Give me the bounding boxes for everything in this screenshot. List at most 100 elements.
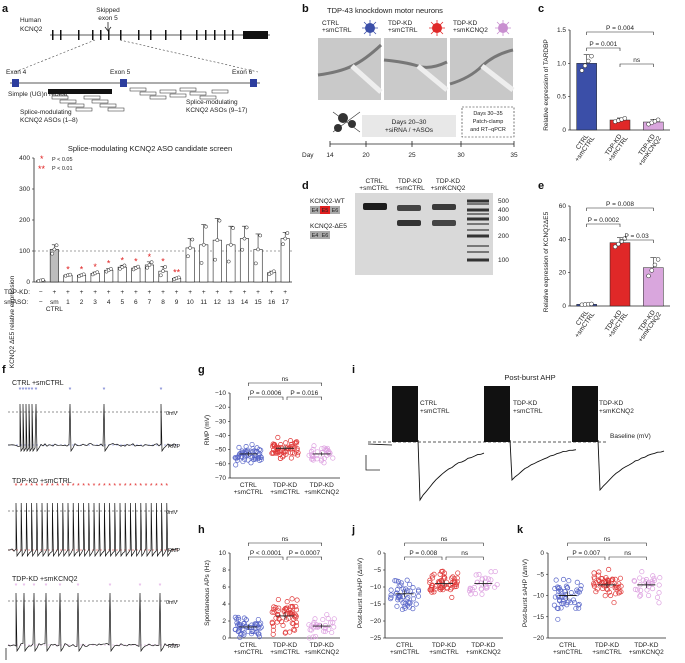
data-point bbox=[324, 447, 330, 453]
significance-label: P < 0.0001 bbox=[250, 550, 282, 557]
culture-dish-icon bbox=[332, 111, 361, 133]
data-point bbox=[582, 63, 588, 68]
neuron-icon-1 bbox=[362, 20, 378, 36]
aso-box-right bbox=[189, 91, 207, 96]
tdp-kd-sign: + bbox=[107, 289, 111, 296]
tdp-kd-sign: + bbox=[161, 289, 165, 296]
significance-label: P = 0.008 bbox=[606, 201, 634, 208]
data-point bbox=[557, 597, 563, 603]
smaso-label: 11 bbox=[200, 299, 207, 306]
y-tick-label: −60 bbox=[215, 461, 226, 468]
exon4-label: Exon 4 bbox=[6, 69, 27, 76]
smaso-label: 2 bbox=[80, 299, 84, 306]
significance-star: * bbox=[66, 265, 70, 275]
y-tick-label: 40 bbox=[559, 236, 567, 243]
data-point bbox=[255, 616, 261, 623]
tdp-kd-sign: + bbox=[283, 289, 287, 296]
data-point bbox=[283, 440, 289, 446]
spike-marker: * bbox=[160, 483, 163, 490]
data-point bbox=[637, 593, 643, 599]
data-point bbox=[556, 588, 562, 594]
aso-box-right bbox=[129, 87, 147, 92]
y-tick-label: 1.0 bbox=[557, 60, 566, 67]
data-point bbox=[553, 577, 559, 583]
data-point bbox=[606, 566, 612, 572]
panel-label-b: b bbox=[302, 3, 309, 15]
chart-a-ylabel: KCNQ2 ΔE5 relative expression bbox=[9, 275, 16, 368]
panel-label-c: c bbox=[538, 3, 544, 15]
significance-bracket bbox=[586, 47, 621, 51]
data-point bbox=[655, 117, 661, 123]
gene-exon-mark bbox=[92, 30, 94, 40]
data-point bbox=[275, 450, 281, 456]
data-point bbox=[466, 588, 473, 594]
data-point bbox=[551, 602, 557, 608]
zoom-line-right bbox=[119, 39, 259, 73]
data-point bbox=[240, 247, 245, 252]
data-point bbox=[388, 587, 394, 593]
ahp-trace bbox=[597, 439, 665, 492]
data-point bbox=[232, 614, 238, 620]
data-point bbox=[556, 594, 562, 600]
data-point bbox=[279, 619, 285, 625]
data-point bbox=[395, 578, 401, 585]
data-point bbox=[638, 587, 644, 593]
data-point bbox=[555, 616, 561, 622]
data-point bbox=[572, 599, 578, 606]
zero-mv-1: 0mV bbox=[166, 411, 178, 417]
ahp-trace bbox=[509, 439, 577, 482]
data-point bbox=[589, 301, 594, 307]
tdp-kd-sign: + bbox=[215, 289, 219, 296]
spike-marker: * bbox=[98, 483, 101, 490]
y-tick-label: 0 bbox=[540, 550, 544, 557]
data-point bbox=[614, 584, 620, 590]
smaso-label: 13 bbox=[227, 299, 235, 306]
data-point bbox=[646, 592, 652, 599]
data-point bbox=[432, 586, 439, 592]
data-point bbox=[611, 600, 617, 606]
data-point bbox=[255, 631, 261, 637]
data-point bbox=[570, 597, 577, 603]
data-point bbox=[215, 238, 220, 242]
trace3-label: TDP-KD +smKCNQ2 bbox=[12, 576, 78, 583]
data-point bbox=[573, 605, 579, 612]
panel-i-title: Post-burst AHP bbox=[504, 373, 555, 382]
data-point bbox=[407, 581, 413, 587]
significance-label: ns bbox=[282, 536, 290, 543]
data-point bbox=[654, 594, 661, 600]
lane2-line2: +smCTRL bbox=[395, 185, 425, 192]
data-point bbox=[136, 264, 140, 269]
smaso-label: 14 bbox=[241, 299, 249, 306]
data-point bbox=[616, 590, 622, 596]
data-point bbox=[449, 594, 455, 600]
significance-label: P = 0.007 bbox=[572, 550, 600, 557]
x-tick-label: +smCTRL bbox=[234, 649, 264, 656]
ahp-c1-l1: CTRL bbox=[420, 400, 437, 407]
data-point bbox=[555, 585, 561, 591]
data-point bbox=[598, 575, 604, 582]
panel-label-j: j bbox=[351, 524, 355, 536]
y-tick-label: 300 bbox=[19, 186, 30, 193]
spike-marker: * bbox=[165, 483, 168, 490]
data-point bbox=[289, 596, 295, 602]
y-tick-label: 400 bbox=[19, 155, 30, 162]
gene-exon-mark bbox=[205, 30, 207, 40]
voltage-trace bbox=[7, 403, 177, 453]
neuron-icon-3 bbox=[495, 20, 511, 36]
y-tick-label: 60 bbox=[559, 203, 567, 210]
panel-b: b TDP-43 knockdown motor neurons CTRL +s… bbox=[302, 3, 518, 159]
data-point bbox=[622, 116, 628, 121]
data-point bbox=[595, 572, 602, 578]
data-point bbox=[270, 450, 276, 456]
x-tick-label: +smCTRL bbox=[390, 649, 420, 656]
data-point bbox=[319, 446, 325, 452]
ladder-band-faint bbox=[467, 213, 489, 215]
data-point bbox=[287, 629, 293, 635]
significance-label: ns bbox=[441, 536, 449, 543]
spike-marker: * bbox=[134, 483, 137, 490]
significance-star: * bbox=[80, 264, 84, 274]
ladder-band-faint bbox=[467, 251, 489, 253]
ladder-band-faint bbox=[467, 203, 489, 205]
skipped-exon-label: exon 5 bbox=[98, 15, 118, 22]
